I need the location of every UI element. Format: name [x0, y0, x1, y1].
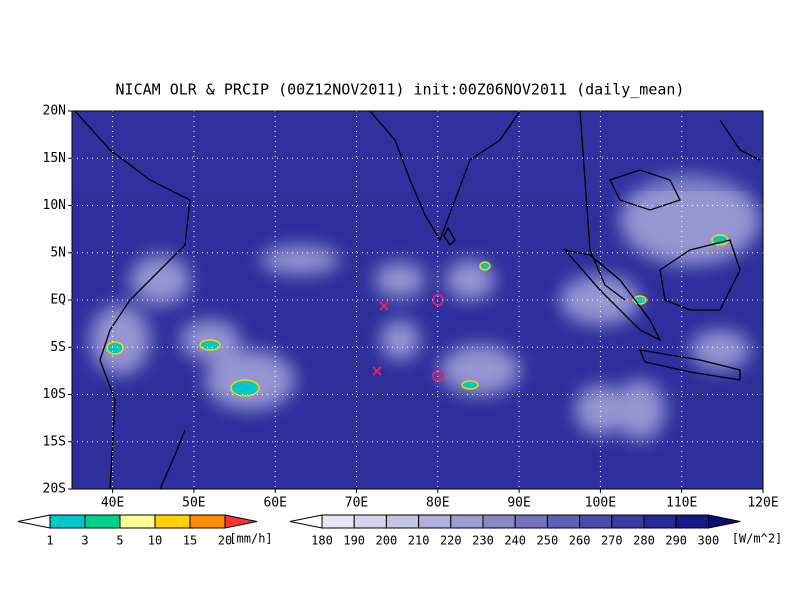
lat-label: 15N — [43, 151, 66, 166]
colorbar-label: 230 — [472, 534, 494, 548]
lat-label: 10N — [43, 198, 66, 213]
colorbar-label: 280 — [633, 534, 655, 548]
lat-label: 20N — [43, 104, 66, 119]
colorbar-box — [611, 514, 645, 529]
lat-label: EQ — [50, 293, 66, 308]
colorbar-label: 5 — [116, 534, 123, 548]
colorbar-label: 1 — [46, 534, 53, 548]
colorbar-label: 260 — [569, 534, 591, 548]
colorbar-box — [385, 514, 420, 529]
lat-label: 20S — [43, 482, 66, 497]
lat-label: 5S — [50, 340, 66, 355]
colorbar-label: 300 — [698, 534, 720, 548]
colorbar-label: 15 — [183, 534, 197, 548]
lon-label: 50E — [182, 496, 205, 511]
lon-label: 100E — [585, 496, 616, 511]
lat-label: 15S — [43, 434, 66, 449]
colorbar-box — [49, 514, 86, 529]
colorbar-box — [675, 514, 709, 529]
colorbar-box — [119, 514, 156, 529]
title: NICAM OLR & PRCIP (00Z12NOV2011) init:00… — [116, 81, 685, 99]
lon-label: 70E — [345, 496, 368, 511]
colorbar-label: 20 — [218, 534, 232, 548]
colorbar-triangle — [17, 514, 51, 529]
lat-label: 5N — [50, 245, 66, 260]
colorbar-box — [189, 514, 226, 529]
map-field — [72, 111, 763, 489]
colorbar-label: 220 — [440, 534, 462, 548]
lon-label: 60E — [263, 496, 286, 511]
colorbar-label: 270 — [601, 534, 623, 548]
colorbar-label: 240 — [504, 534, 526, 548]
colorbar-box — [418, 514, 452, 529]
colorbar-box — [450, 514, 484, 529]
precip-bar: 1 3 5 10 15 20[mm/h] — [17, 514, 273, 548]
colorbar-label: 290 — [665, 534, 687, 548]
colorbar-triangle — [289, 514, 323, 529]
lon-label: 80E — [426, 496, 449, 511]
olr-bar: 180 190 200 210 220 230 240 250 260 270 280 290 300 [… — [289, 514, 783, 548]
colorbar-box — [514, 514, 548, 529]
colorbar-box — [154, 514, 191, 529]
colorbar-triangle — [707, 514, 741, 529]
lat-label: 10S — [43, 387, 66, 402]
colorbar-label: 210 — [408, 534, 430, 548]
colorbar-label: 3 — [81, 534, 88, 548]
lon-label: 110E — [666, 496, 697, 511]
colorbar-box — [353, 514, 387, 529]
colorbar-unit: [mm/h] — [229, 532, 272, 546]
colorbar-label: 10 — [148, 534, 162, 548]
colorbar-box — [482, 514, 516, 529]
colorbar-label: 180 — [311, 534, 333, 548]
lon-label: 90E — [507, 496, 530, 511]
colorbar-label: 200 — [376, 534, 398, 548]
colorbar-box — [84, 514, 121, 529]
colorbar-box — [546, 514, 581, 529]
colorbar-box — [321, 514, 355, 529]
colorbar-box — [643, 514, 677, 529]
lon-label: 40E — [101, 496, 124, 511]
lon-label: 120E — [747, 496, 778, 511]
colorbar-box — [579, 514, 613, 529]
colorbar-label: 250 — [537, 534, 559, 548]
colorbar-triangle — [224, 514, 258, 529]
colorbar-unit: [W/m^2] — [732, 532, 783, 546]
colorbar-label: 190 — [343, 534, 365, 548]
